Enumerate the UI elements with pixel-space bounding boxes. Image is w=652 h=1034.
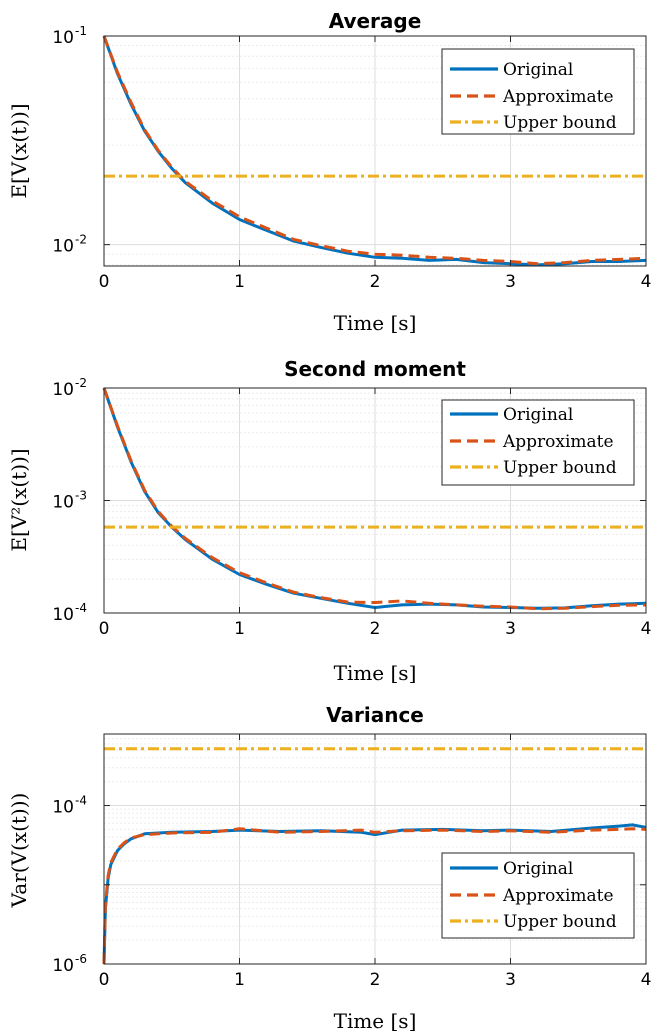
legend: Original Approximate Upper bound xyxy=(441,48,635,135)
y-tick-label: 10 -2 xyxy=(52,376,87,400)
legend-label-upper-bound: Upper bound xyxy=(503,458,617,478)
legend-label-approximate: Approximate xyxy=(502,432,614,452)
legend-label-approximate: Approximate xyxy=(502,87,614,107)
x-tick-label: 3 xyxy=(505,619,516,639)
y-tick-exponent: -2 xyxy=(75,233,87,247)
series-approximate-line xyxy=(102,35,647,266)
x-tick-label: 4 xyxy=(641,970,652,990)
y-tick-exponent: -1 xyxy=(75,24,87,38)
y-tick-exponent: -6 xyxy=(75,952,87,966)
y-tick-base: 10 xyxy=(52,956,74,976)
x-tick-label: 0 xyxy=(99,272,110,292)
y-tick-exponent: -3 xyxy=(75,489,87,503)
series-approximate-line xyxy=(102,387,647,611)
y-axis-label: E[V²(x(t))] xyxy=(7,448,31,551)
legend-label-upper-bound: Upper bound xyxy=(503,912,617,932)
y-tick-label: 10 -1 xyxy=(52,24,87,48)
chart-title: Second moment xyxy=(284,357,466,381)
legend: Original Approximate Upper bound xyxy=(441,852,635,939)
x-axis-label: Time [s] xyxy=(334,661,417,685)
y-tick-label: 10 -3 xyxy=(52,489,87,513)
x-tick-label: 1 xyxy=(234,619,245,639)
y-axis-label: E[V(x(t))] xyxy=(7,103,31,198)
x-tick-label: 0 xyxy=(99,970,110,990)
legend: Original Approximate Upper bound xyxy=(441,399,635,486)
y-tick-base: 10 xyxy=(52,798,74,818)
y-tick-exponent: -4 xyxy=(75,794,87,808)
series-approximate-line xyxy=(102,827,647,965)
legend-label-upper-bound: Upper bound xyxy=(503,113,617,133)
x-tick-label: 1 xyxy=(234,272,245,292)
chart-title: Average xyxy=(329,9,422,33)
y-tick-base: 10 xyxy=(52,493,74,513)
legend-label-original: Original xyxy=(503,859,573,879)
y-tick-label: 10 -6 xyxy=(52,952,87,976)
x-tick-label: 0 xyxy=(99,619,110,639)
x-tick-label: 3 xyxy=(505,272,516,292)
legend-box xyxy=(441,48,635,135)
x-axis-label: Time [s] xyxy=(334,311,417,335)
x-tick-label: 2 xyxy=(370,970,381,990)
x-tick-label: 1 xyxy=(234,970,245,990)
x-tick-label: 4 xyxy=(641,272,652,292)
legend-label-approximate: Approximate xyxy=(502,886,614,906)
x-tick-label: 2 xyxy=(370,619,381,639)
y-tick-base: 10 xyxy=(52,380,74,400)
y-tick-label: 10 -2 xyxy=(52,233,87,257)
x-tick-label: 3 xyxy=(505,970,516,990)
y-tick-base: 10 xyxy=(52,28,74,48)
y-tick-base: 10 xyxy=(52,605,74,625)
x-tick-label: 4 xyxy=(641,619,652,639)
x-axis-label: Time [s] xyxy=(334,1009,417,1033)
chart-title: Variance xyxy=(326,703,424,727)
y-tick-exponent: -2 xyxy=(75,376,87,390)
legend-label-original: Original xyxy=(503,405,573,425)
y-axis-label: Var(V(x(t))) xyxy=(7,793,31,909)
y-tick-exponent: -4 xyxy=(75,601,87,615)
y-tick-label: 10 -4 xyxy=(52,794,87,818)
x-tick-label: 2 xyxy=(370,272,381,292)
legend-label-original: Original xyxy=(503,60,573,80)
y-tick-base: 10 xyxy=(52,237,74,257)
y-tick-label: 10 -4 xyxy=(52,601,87,625)
